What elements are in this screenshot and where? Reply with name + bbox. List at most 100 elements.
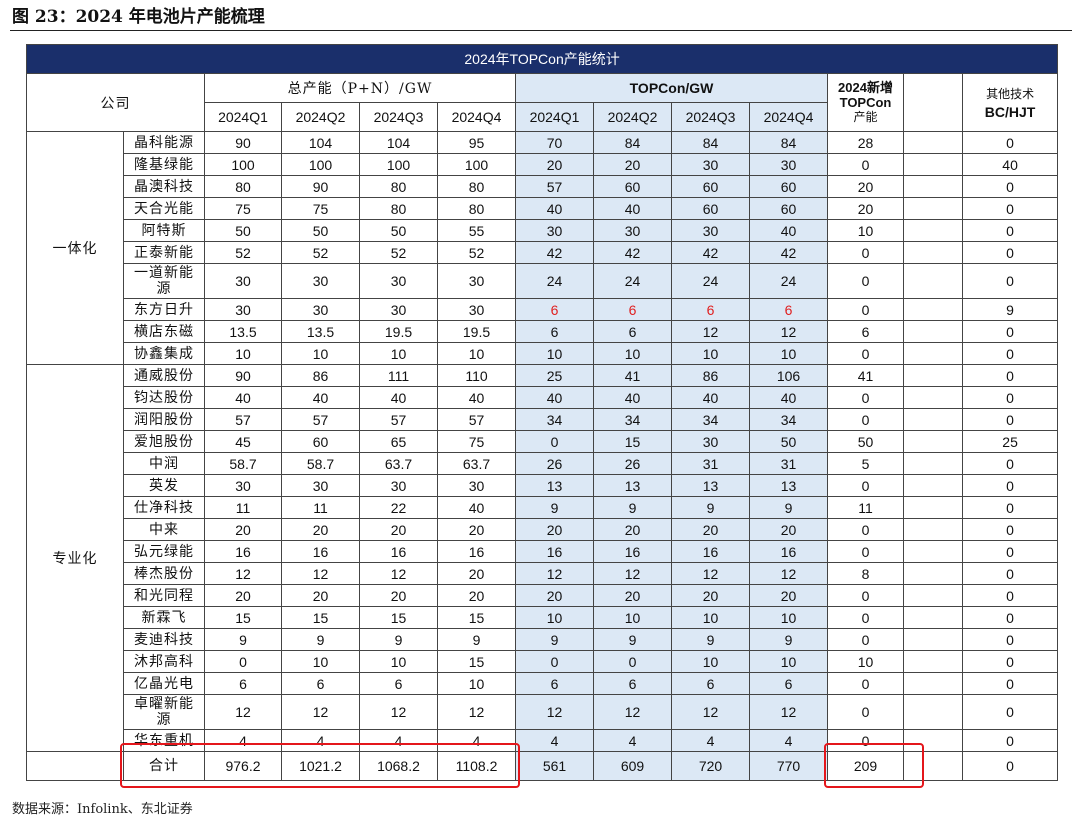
topcon-capacity-cell: 31 — [671, 452, 750, 475]
new-topcon-cell: 10 — [827, 650, 904, 673]
total-capacity-cell: 20 — [437, 584, 516, 607]
total-capacity-cell: 30 — [281, 263, 360, 299]
topcon-capacity-cell: 41 — [593, 364, 672, 387]
spacer-cell — [903, 729, 963, 752]
total-capacity-cell: 52 — [437, 241, 516, 264]
total-capacity-cell: 40 — [204, 386, 282, 409]
topcon-capacity-cell: 4 — [671, 729, 750, 752]
total-capacity-cell: 57 — [204, 408, 282, 431]
table-row: 亿晶光电 6 6 6 10 6 6 6 6 0 0 — [27, 672, 1059, 695]
topcon-capacity-cell: 9 — [749, 496, 828, 519]
total-capacity-cell: 12 — [281, 562, 360, 585]
topcon-capacity-cell: 4 — [515, 729, 594, 752]
company-name-cell: 晶科能源 — [123, 131, 205, 154]
other-tech-cell: 0 — [961, 628, 1059, 651]
topcon-capacity-cell: 13 — [515, 474, 594, 497]
quarter-header: 2024Q3 — [359, 102, 438, 132]
spacer-cell — [903, 175, 963, 198]
topcon-capacity-cell: 20 — [593, 518, 672, 541]
company-name-cell: 沐邦高科 — [123, 650, 205, 673]
figure-title: 图 23：2024 年电池片产能梳理 — [12, 7, 265, 27]
topcon-capacity-cell: 9 — [749, 628, 828, 651]
spacer-cell — [903, 694, 963, 730]
topcon-header: TOPCon/GW — [515, 73, 828, 103]
total-capacity-cell: 12 — [281, 694, 360, 730]
topcon-capacity-cell: 86 — [671, 364, 750, 387]
topcon-capacity-cell: 20 — [515, 153, 594, 176]
other-tech-cell: 0 — [961, 606, 1059, 629]
topcon-capacity-cell: 0 — [593, 650, 672, 673]
total-capacity-cell: 50 — [281, 219, 360, 242]
total-capacity-cell: 52 — [359, 241, 438, 264]
other-tech-cell: 0 — [961, 672, 1059, 695]
table-row: 天合光能 75 75 80 80 40 40 60 60 20 0 — [27, 197, 1059, 220]
total-capacity-cell: 20 — [359, 518, 438, 541]
spacer-cell — [903, 298, 963, 321]
topcon-capacity-cell: 15 — [593, 430, 672, 453]
topcon-capacity-cell: 9 — [593, 628, 672, 651]
table-row: 新霖飞 15 15 15 15 10 10 10 10 0 0 — [27, 606, 1059, 629]
new-topcon-cell: 0 — [827, 672, 904, 695]
new-topcon-cell: 5 — [827, 452, 904, 475]
total-label: 合计 — [123, 751, 205, 781]
topcon-capacity-cell: 60 — [749, 175, 828, 198]
spacer-cell — [903, 342, 963, 365]
topcon-capacity-cell: 6 — [593, 298, 672, 321]
new-topcon-cell: 0 — [827, 540, 904, 563]
new-topcon-cell: 20 — [827, 175, 904, 198]
topcon-capacity-cell: 6 — [749, 672, 828, 695]
table-row: 爱旭股份 45 60 65 75 0 15 30 50 50 25 — [27, 430, 1059, 453]
topcon-capacity-cell: 30 — [749, 153, 828, 176]
other-tech-cell: 0 — [961, 175, 1059, 198]
spacer-cell — [903, 562, 963, 585]
table-row: 阿特斯 50 50 50 55 30 30 30 40 10 0 — [27, 219, 1059, 242]
total-capacity-cell: 57 — [437, 408, 516, 431]
topcon-capacity-cell: 0 — [515, 430, 594, 453]
new-topcon-cell: 0 — [827, 628, 904, 651]
total-capacity-cell: 10 — [359, 650, 438, 673]
total-capacity-cell: 45 — [204, 430, 282, 453]
category-cell: 一体化 — [26, 131, 124, 365]
table-row: 沐邦高科 0 10 10 15 0 0 10 10 10 0 — [27, 650, 1059, 673]
topcon-capacity-cell: 10 — [593, 342, 672, 365]
topcon-capacity-cell: 20 — [671, 518, 750, 541]
company-name-cell: 华东重机 — [123, 729, 205, 752]
total-capacity-cell: 65 — [359, 430, 438, 453]
topcon-capacity-cell: 6 — [515, 672, 594, 695]
total-capacity-cell: 80 — [437, 197, 516, 220]
other-tech-cell: 0 — [961, 474, 1059, 497]
topcon-capacity-cell: 13 — [593, 474, 672, 497]
total-capacity-cell: 63.7 — [437, 452, 516, 475]
topcon-capacity-cell: 16 — [515, 540, 594, 563]
other-tech-cell: 0 — [961, 320, 1059, 343]
topcon-capacity-cell: 4 — [749, 729, 828, 752]
total-capacity-cell: 20 — [437, 518, 516, 541]
total-capacity-cell: 90 — [204, 131, 282, 154]
company-name-cell: 天合光能 — [123, 197, 205, 220]
company-name-cell: 仕净科技 — [123, 496, 205, 519]
spacer-cell — [903, 153, 963, 176]
total-capacity-cell: 16 — [204, 540, 282, 563]
total-capacity-cell: 10 — [281, 650, 360, 673]
spacer-cell — [903, 474, 963, 497]
new-topcon-cell: 0 — [827, 386, 904, 409]
company-name-cell: 钧达股份 — [123, 386, 205, 409]
topcon-capacity-cell: 26 — [515, 452, 594, 475]
topcon-capacity-cell: 0 — [515, 650, 594, 673]
topcon-capacity-cell: 50 — [749, 430, 828, 453]
other-tech-cell: 0 — [961, 729, 1059, 752]
new-topcon-sum-cell: 209 — [827, 751, 904, 781]
topcon-capacity-cell: 6 — [515, 298, 594, 321]
total-capacity-cell: 80 — [204, 175, 282, 198]
new-topcon-line2: TOPCon — [839, 95, 892, 110]
total-capacity-cell: 30 — [437, 474, 516, 497]
total-capacity-cell: 20 — [281, 518, 360, 541]
topcon-capacity-cell: 12 — [749, 562, 828, 585]
company-name-cell: 一道新能源 — [123, 263, 205, 299]
topcon-capacity-cell: 10 — [749, 342, 828, 365]
company-name-cell: 正泰新能 — [123, 241, 205, 264]
table-row: 中来 20 20 20 20 20 20 20 20 0 0 — [27, 518, 1059, 541]
other-tech-cell: 0 — [961, 452, 1059, 475]
topcon-capacity-cell: 12 — [671, 562, 750, 585]
topcon-capacity-cell: 9 — [671, 496, 750, 519]
